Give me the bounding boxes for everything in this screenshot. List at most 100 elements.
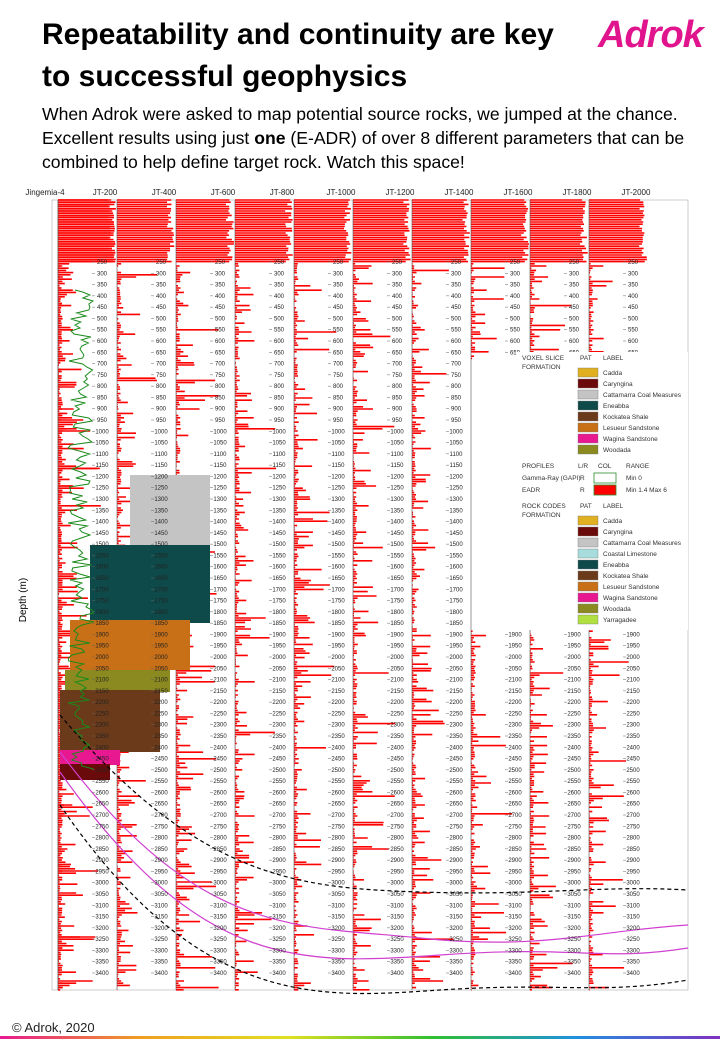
depth-tick-label: 2300 (272, 723, 286, 729)
depth-tick-label: 2900 (449, 858, 463, 864)
depth-tick-label: 2300 (449, 723, 463, 729)
depth-tick-label: 3100 (567, 903, 581, 909)
depth-tick-label: 3200 (390, 926, 404, 932)
depth-tick-label: 2000 (567, 655, 581, 661)
depth-tick-label: 2850 (626, 847, 640, 853)
depth-tick-label: 2400 (626, 745, 640, 751)
depth-tick-label: 1350 (449, 508, 463, 514)
well-name: JT-1600 (504, 188, 533, 197)
legend-text: VOXEL SLICE (522, 355, 565, 362)
depth-tick-label: 1100 (155, 452, 169, 458)
depth-tick-label: 1200 (390, 474, 404, 480)
depth-tick-label: 1150 (273, 463, 287, 469)
depth-tick-label: 2300 (567, 723, 581, 729)
depth-tick-label: 3050 (95, 892, 109, 898)
depth-tick-label: 350 (510, 283, 521, 289)
depth-tick-label: 2150 (567, 689, 581, 695)
depth-tick-label: 2050 (154, 666, 168, 672)
depth-tick-label: 2300 (626, 723, 640, 729)
depth-tick-label: 1250 (154, 486, 168, 492)
depth-tick-label: 1600 (272, 565, 286, 571)
depth-tick-label: 2600 (626, 790, 640, 796)
depth-tick-label: 1200 (213, 474, 227, 480)
legend-text: EADR (522, 487, 540, 494)
legend-text: Gamma-Ray (GAPI) (522, 475, 581, 482)
depth-tick-label: 950 (97, 418, 108, 424)
depth-tick-label: 750 (451, 373, 462, 379)
depth-tick-label: 600 (156, 339, 167, 345)
depth-tick-label: 600 (628, 339, 639, 345)
depth-tick-label: 2650 (390, 802, 404, 808)
depth-tick-label: 1750 (272, 599, 286, 605)
depth-tick-label: 1900 (508, 632, 522, 638)
depth-tick-label: 1300 (449, 497, 463, 503)
legend-text: PAT (580, 503, 592, 510)
depth-tick-label: 3200 (331, 926, 345, 932)
depth-tick-label: 1350 (331, 508, 345, 514)
depth-tick-label: 2400 (154, 745, 168, 751)
depth-tick-label: 2950 (154, 869, 168, 875)
depth-tick-label: 900 (333, 407, 344, 413)
depth-tick-label: 2200 (390, 700, 404, 706)
legend-swatch (577, 592, 599, 603)
depth-tick-label: 2900 (154, 858, 168, 864)
depth-tick-label: 700 (392, 362, 403, 368)
depth-tick-label: 2500 (626, 768, 640, 774)
depth-tick-label: 2900 (272, 858, 286, 864)
depth-tick-label: 3250 (508, 937, 522, 943)
depth-tick-label: 3350 (449, 960, 463, 966)
depth-tick-label: 3350 (331, 960, 345, 966)
depth-tick-label: 550 (333, 328, 344, 334)
depth-tick-label: 2600 (213, 790, 227, 796)
depth-tick-label: 2650 (331, 802, 345, 808)
depth-tick-label: 1800 (331, 610, 345, 616)
legend-swatch (577, 515, 599, 526)
depth-tick-label: 1600 (331, 565, 345, 571)
depth-tick-label: 3250 (213, 937, 227, 943)
depth-tick-label: 2750 (95, 824, 109, 830)
depth-tick-label: 250 (569, 260, 580, 266)
depth-tick-label: 750 (156, 373, 167, 379)
depth-tick-label: 2800 (626, 836, 640, 842)
depth-tick-label: 2400 (508, 745, 522, 751)
depth-tick-label: 2500 (213, 768, 227, 774)
legend-swatch (577, 367, 599, 378)
depth-tick-label: 2350 (626, 734, 640, 740)
depth-tick-label: 3150 (213, 915, 227, 921)
depth-tick-label: 500 (215, 316, 226, 322)
well-name: JT-1400 (445, 188, 474, 197)
depth-tick-label: 2950 (626, 869, 640, 875)
depth-tick-label: 1550 (390, 553, 404, 559)
depth-tick-label: 1500 (390, 542, 404, 548)
depth-tick-label: 450 (333, 305, 344, 311)
depth-tick-label: 250 (628, 260, 639, 266)
depth-tick-label: 600 (215, 339, 226, 345)
depth-tick-label: 1400 (331, 520, 345, 526)
depth-tick-label: 1550 (449, 553, 463, 559)
depth-tick-label: 1050 (449, 441, 463, 447)
depth-tick-label: 300 (628, 271, 639, 277)
depth-tick-label: 2300 (213, 723, 227, 729)
legend-text: Lesueur Sandstone (603, 584, 660, 591)
depth-tick-label: 3150 (508, 915, 522, 921)
depth-tick-label: 2600 (95, 790, 109, 796)
depth-tick-label: 300 (510, 271, 521, 277)
well-name: JT-1000 (327, 188, 356, 197)
depth-tick-label: 2550 (567, 779, 581, 785)
depth-tick-label: 1300 (154, 497, 168, 503)
depth-tick-label: 700 (156, 362, 167, 368)
depth-tick-label: 2850 (154, 847, 168, 853)
depth-tick-label: 2000 (390, 655, 404, 661)
depth-tick-label: 250 (510, 260, 521, 266)
depth-tick-label: 1550 (272, 553, 286, 559)
depth-tick-label: 1250 (331, 486, 345, 492)
depth-tick-label: 650 (392, 350, 403, 356)
depth-tick-label: 600 (333, 339, 344, 345)
depth-tick-label: 800 (156, 384, 167, 390)
depth-tick-label: 3000 (95, 881, 109, 887)
depth-tick-label: 2100 (95, 678, 109, 684)
depth-tick-label: 2350 (331, 734, 345, 740)
depth-tick-label: 3000 (567, 881, 581, 887)
depth-tick-label: 500 (97, 316, 108, 322)
depth-tick-label: 1850 (449, 621, 463, 627)
